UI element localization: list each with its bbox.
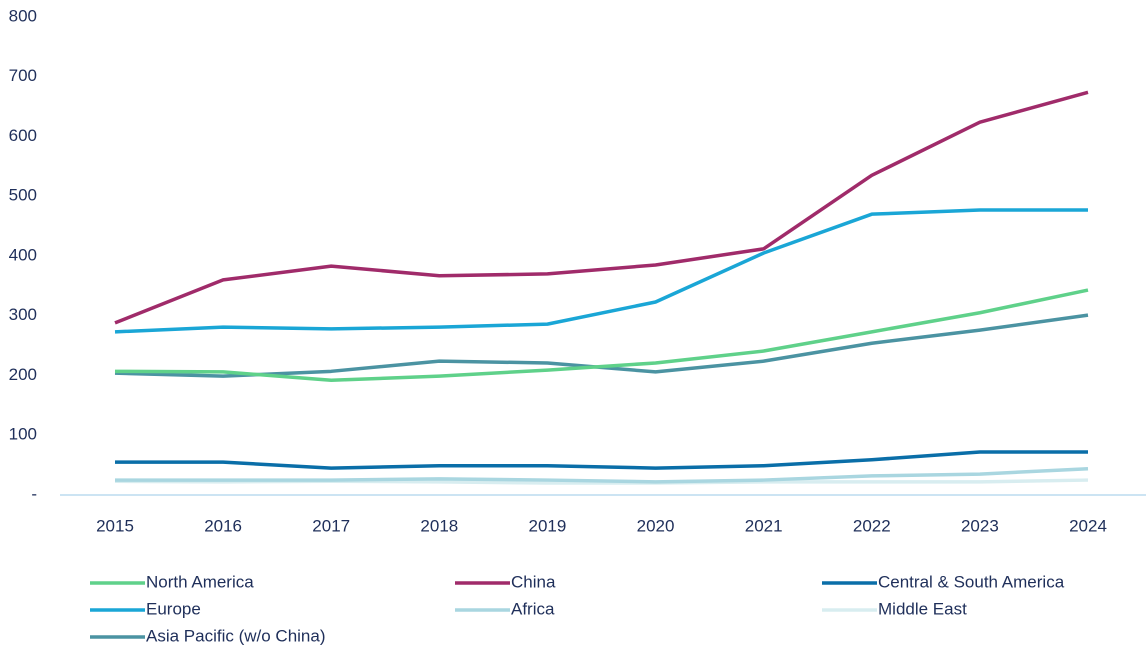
- x-tick-label: 2019: [529, 516, 567, 535]
- x-tick-label: 2018: [420, 516, 458, 535]
- y-tick-label: -: [31, 484, 37, 503]
- x-tick-label: 2020: [637, 516, 675, 535]
- y-tick-label: 700: [9, 66, 37, 85]
- legend-label: Middle East: [878, 599, 967, 618]
- y-tick-label: 600: [9, 126, 37, 145]
- y-tick-label: 400: [9, 245, 37, 264]
- legend-label: China: [511, 572, 556, 591]
- legend-label: Europe: [146, 599, 201, 618]
- y-tick-label: 200: [9, 365, 37, 384]
- x-tick-label: 2016: [204, 516, 242, 535]
- x-tick-label: 2021: [745, 516, 783, 535]
- y-tick-label: 500: [9, 186, 37, 205]
- x-tick-label: 2023: [961, 516, 999, 535]
- x-tick-label: 2015: [96, 516, 134, 535]
- line-series: [114, 208, 1088, 334]
- line-series: [114, 288, 1089, 383]
- legend-label: North America: [146, 572, 254, 591]
- line-series: [114, 90, 1089, 325]
- y-tick-label: 300: [9, 305, 37, 324]
- x-tick-label: 2017: [312, 516, 350, 535]
- legend-label: Central & South America: [878, 572, 1065, 591]
- x-tick-label: 2022: [853, 516, 891, 535]
- legend-label: Asia Pacific (w/o China): [146, 626, 326, 645]
- legend-label: Africa: [511, 599, 555, 618]
- y-tick-label: 100: [9, 425, 37, 444]
- y-tick-label: 800: [9, 6, 37, 25]
- line-series: [115, 450, 1088, 470]
- line-series: [115, 466, 1089, 484]
- x-tick-label: 2024: [1069, 516, 1107, 535]
